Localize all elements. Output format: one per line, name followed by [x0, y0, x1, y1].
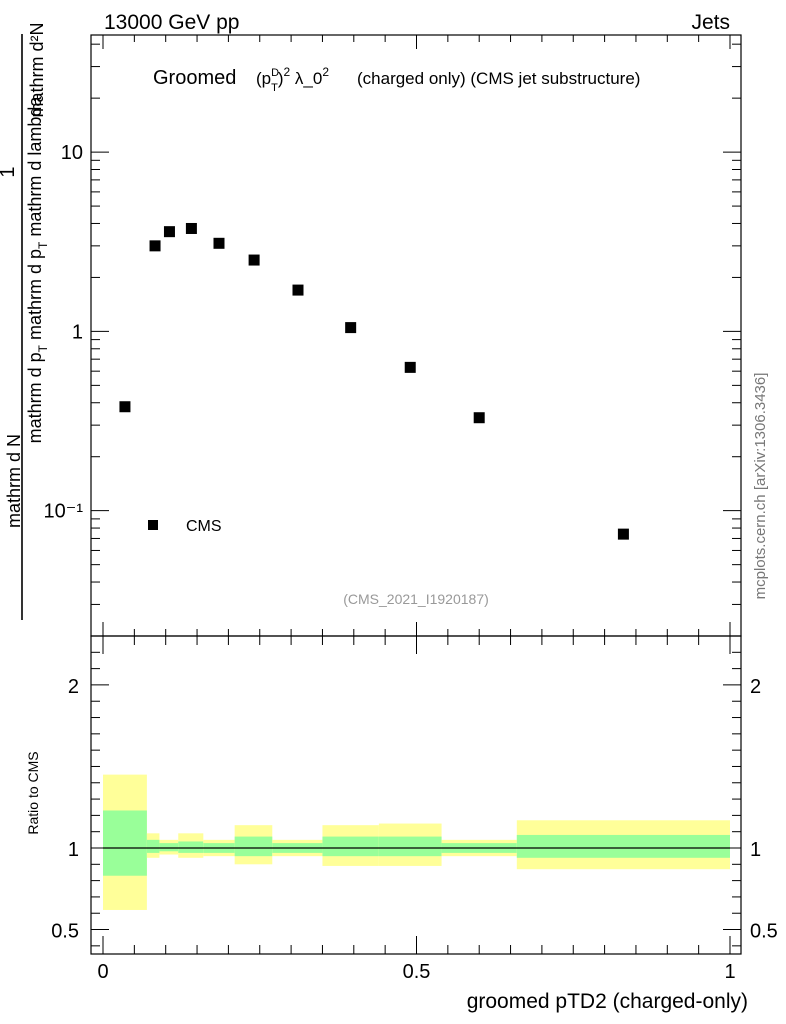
ratio-y-ticks: 0.5 0.5 1 1 2 2 — [51, 635, 778, 947]
ratio-error-bands — [103, 774, 730, 910]
ratio-stat-band — [178, 841, 204, 853]
plot-title: Groomed (pD T)2 λ_02 (charged only) (CMS … — [153, 65, 640, 94]
data-point-cms — [213, 237, 225, 249]
plot-title-suffix: (charged only) (CMS jet substructure) — [357, 69, 640, 88]
ratio-stat-band — [146, 839, 160, 853]
ratio-y-tick-label-right: 2 — [750, 676, 761, 698]
ratio-stat-band — [159, 843, 179, 852]
plot-title-prefix: Groomed — [153, 67, 236, 89]
data-point-cms — [404, 361, 416, 373]
ratio-y-tick-label-left: 2 — [68, 676, 79, 698]
y-label-one: 1 — [0, 166, 19, 177]
x-ticks: 0 0.5 1 — [97, 636, 736, 983]
ratio-y-axis-label: Ratio to CMS — [25, 751, 41, 834]
data-point-cms — [119, 401, 131, 413]
y-label-denominator-left: mathrm d N — [4, 434, 24, 528]
main-y-tick-label: 10⁻¹ — [44, 501, 84, 523]
ratio-stat-band — [103, 810, 147, 876]
main-data-markers — [119, 222, 629, 540]
ratio-y-tick-label-right: 0.5 — [750, 921, 778, 943]
data-point-cms — [473, 412, 485, 424]
data-point-cms — [185, 222, 197, 234]
data-point-cms — [248, 254, 260, 266]
data-point-cms — [149, 240, 161, 252]
x-axis-label: groomed pTD2 (charged-only) — [467, 990, 748, 1013]
x-tick-label: 1 — [724, 961, 735, 983]
ratio-stat-band — [378, 836, 442, 857]
main-y-axis-label: 1 mathrm d²N mathrm d N mathrm d pT math… — [0, 22, 50, 620]
y-label-denominator-right: mathrm d pT mathrm d pT mathrm d lambda — [25, 96, 50, 444]
ratio-stat-band — [322, 836, 379, 857]
header-left-label: 13000 GeV pp — [104, 11, 239, 34]
data-point-cms — [617, 528, 629, 540]
main-plot-frame — [90, 34, 742, 637]
ratio-y-tick-label-left: 1 — [68, 839, 79, 861]
legend-label-cms: CMS — [186, 518, 222, 535]
ratio-y-tick-label-right: 1 — [750, 839, 761, 861]
side-label: mcplots.cern.ch [arXiv:1306.3436] — [752, 373, 769, 600]
ratio-y-tick-label-left: 0.5 — [51, 921, 79, 943]
data-point-cms — [163, 226, 175, 238]
main-y-ticks: 10⁻¹ 1 10 — [44, 35, 741, 637]
data-point-cms — [345, 322, 357, 334]
legend-marker-cms — [148, 520, 158, 530]
legend: CMS — [148, 518, 222, 535]
y-label-numerator: mathrm d²N — [27, 22, 47, 117]
analysis-id: (CMS_2021_I1920187) — [343, 591, 489, 607]
main-y-tick-label: 1 — [72, 321, 83, 343]
plot-title-math: (pD T)2 λ_02 — [256, 65, 329, 94]
ratio-plot-frame — [90, 635, 742, 955]
ratio-stat-band — [234, 836, 273, 857]
ratio-stat-band — [516, 834, 730, 858]
x-tick-label: 0 — [97, 961, 108, 983]
data-point-cms — [292, 284, 304, 296]
main-y-tick-label: 10 — [61, 142, 83, 164]
x-tick-label: 0.5 — [403, 961, 431, 983]
header-right-label: Jets — [691, 11, 730, 34]
